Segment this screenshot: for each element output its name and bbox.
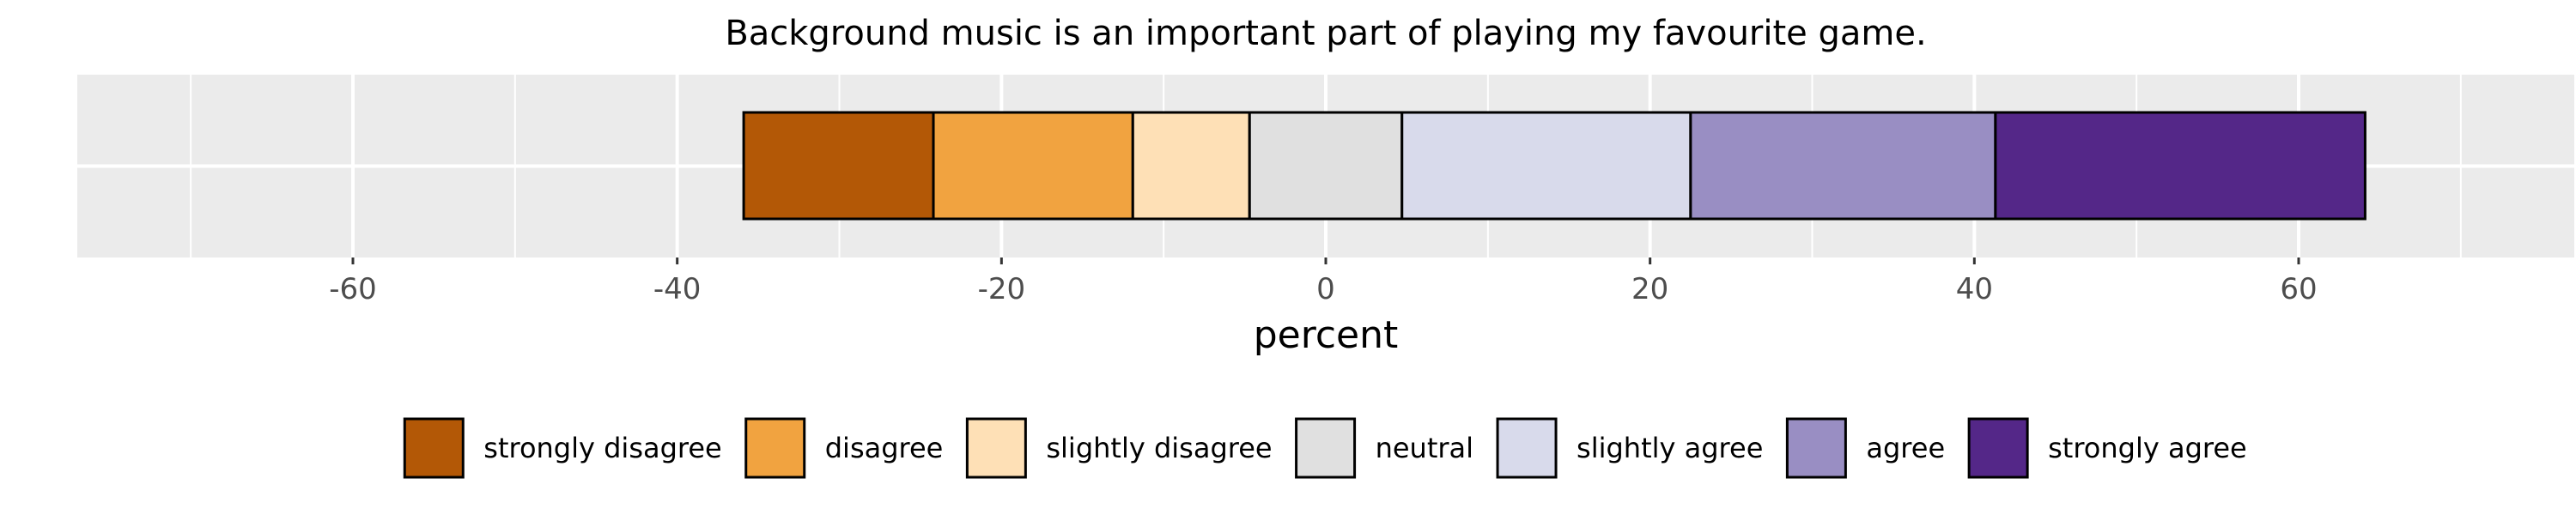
legend-label: slightly disagree (1046, 432, 1272, 464)
x-axis-label: percent (1254, 313, 1399, 357)
legend-key-disagree (744, 417, 806, 479)
legend-label: disagree (825, 432, 944, 464)
legend-key-strongly-disagree (403, 417, 465, 479)
legend-key-slightly-disagree (965, 417, 1027, 479)
x-tick-label: -60 (329, 272, 377, 306)
bar-segment-agree (1689, 111, 1997, 221)
legend-label: strongly disagree (483, 432, 721, 464)
bar-segment-disagree (932, 111, 1134, 221)
legend-key-agree (1785, 417, 1847, 479)
bar-segment-neutral (1248, 111, 1404, 221)
legend: strongly disagree disagree slightly disagr… (403, 417, 2247, 479)
x-tick-label: 60 (2280, 272, 2317, 306)
bar-segment-strongly-disagree (742, 111, 935, 221)
legend-label: slightly agree (1577, 432, 1763, 464)
bar-segment-slightly-agree (1400, 111, 1692, 221)
x-tick-label: 0 (1316, 272, 1335, 306)
x-tick-label: -20 (978, 272, 1026, 306)
x-tick-label: -40 (653, 272, 702, 306)
bar-segment-slightly-disagree (1131, 111, 1251, 221)
legend-key-slightly-agree (1496, 417, 1558, 479)
legend-label: strongly agree (2048, 432, 2247, 464)
x-tick-label: 40 (1956, 272, 1993, 306)
bar-segment-strongly-agree (1994, 111, 2366, 221)
legend-key-strongly-agree (1967, 417, 2029, 479)
legend-key-neutral (1295, 417, 1357, 479)
bar-segments (742, 111, 2366, 221)
x-axis-ticks: -60 -40 -20 0 20 40 60 (329, 258, 2318, 306)
chart-title: Background music is an important part of… (725, 14, 1926, 53)
x-tick-label: 20 (1631, 272, 1668, 306)
legend-label: neutral (1376, 432, 1473, 464)
legend-label: agree (1866, 432, 1945, 464)
